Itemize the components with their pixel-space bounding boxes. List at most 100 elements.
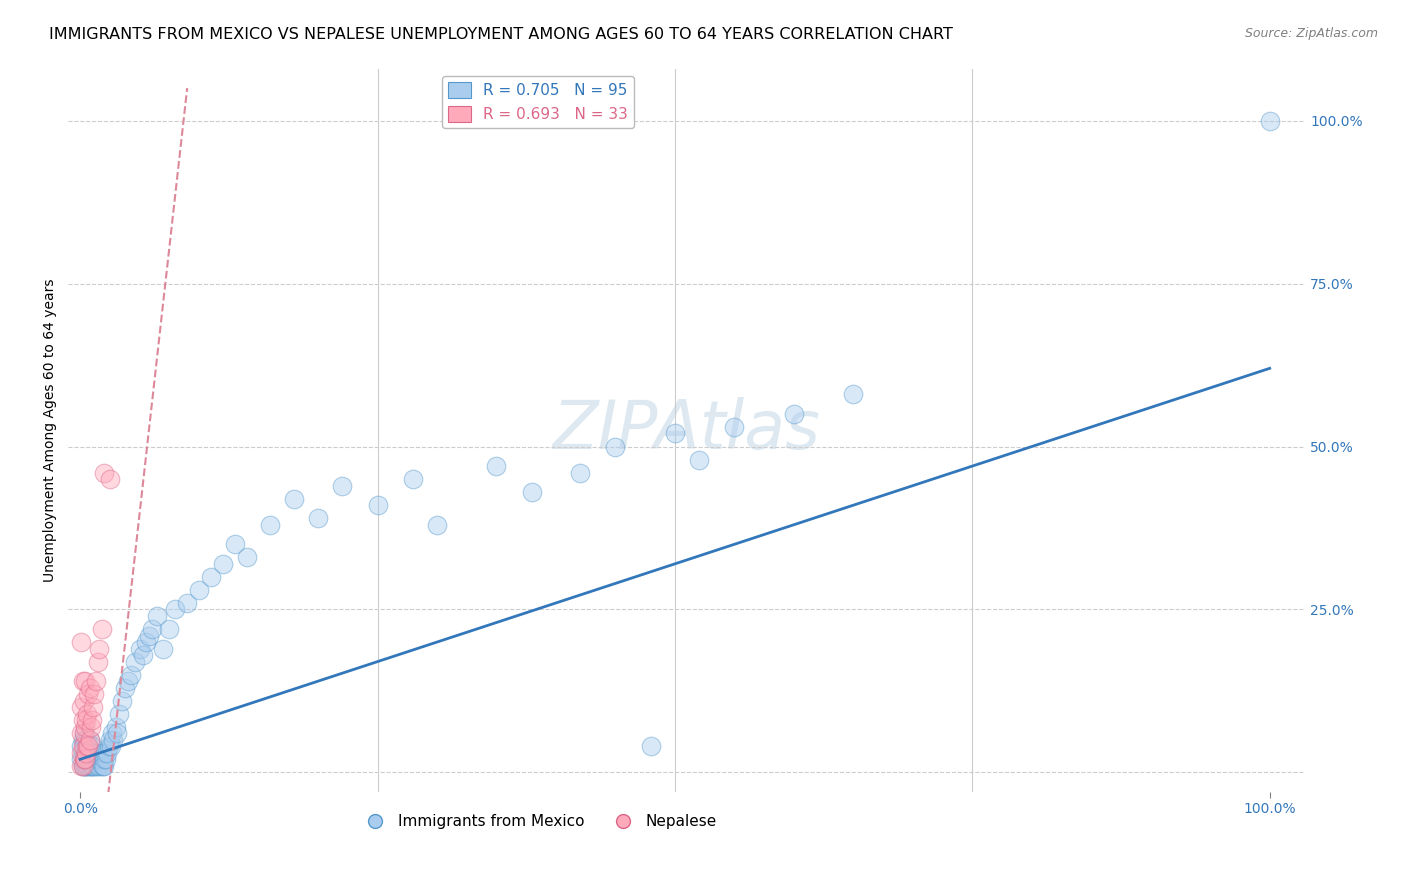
Point (80, 759, 103, 773)
Point (520, 485, 543, 500)
Point (141, 622, 163, 636)
Point (70, 746, 93, 760)
Point (73, 726, 96, 740)
Point (86, 752, 108, 766)
Point (105, 726, 128, 740)
Point (111, 694, 134, 708)
Point (94, 746, 117, 760)
Point (76, 706, 98, 721)
Point (117, 674, 139, 689)
Point (688, 452, 710, 467)
Point (82, 700, 104, 714)
Point (485, 459, 508, 474)
Point (89, 752, 111, 766)
Point (72, 759, 94, 773)
Point (87, 759, 110, 773)
Point (568, 466, 591, 480)
Point (640, 739, 662, 754)
Point (83, 687, 105, 701)
Point (76, 759, 98, 773)
Point (120, 667, 142, 681)
Point (176, 596, 198, 610)
Point (79, 732, 101, 747)
Point (79, 732, 101, 747)
Point (89, 752, 111, 766)
Point (224, 537, 246, 551)
Point (93, 759, 115, 773)
Point (76, 746, 98, 760)
Point (83, 759, 105, 773)
Point (723, 420, 745, 434)
Point (96, 752, 118, 766)
Point (80, 759, 103, 773)
Point (73, 732, 96, 747)
Point (80, 720, 103, 734)
Point (104, 720, 127, 734)
Point (77, 752, 100, 766)
Point (91, 759, 114, 773)
Point (73, 720, 96, 734)
Point (73, 752, 96, 766)
Point (101, 726, 124, 740)
Point (84, 759, 107, 773)
Point (90, 622, 112, 636)
Point (75, 739, 97, 754)
Point (165, 602, 187, 616)
Point (73, 759, 96, 773)
Point (307, 511, 329, 525)
Point (103, 732, 125, 747)
Point (605, 440, 627, 454)
Point (72, 732, 94, 747)
Text: IMMIGRANTS FROM MEXICO VS NEPALESE UNEMPLOYMENT AMONG AGES 60 TO 64 YEARS CORREL: IMMIGRANTS FROM MEXICO VS NEPALESE UNEMP… (49, 27, 953, 42)
Point (73, 726, 96, 740)
Point (135, 635, 157, 649)
Point (89, 759, 111, 773)
Point (72, 759, 94, 773)
Point (89, 641, 111, 656)
Point (98, 472, 121, 486)
Point (72, 674, 94, 689)
Point (402, 472, 425, 486)
Point (73, 694, 96, 708)
Point (73, 746, 96, 760)
Point (87, 746, 110, 760)
Point (82, 759, 104, 773)
Point (90, 759, 112, 773)
Point (72, 746, 94, 760)
Point (128, 641, 150, 656)
Point (426, 517, 449, 532)
Point (80, 739, 103, 754)
Point (114, 681, 136, 695)
Point (72, 739, 94, 754)
Point (1258, 113, 1281, 128)
Point (132, 648, 155, 662)
Point (70, 752, 93, 766)
Point (83, 746, 105, 760)
Point (75, 759, 97, 773)
Point (79, 746, 101, 760)
Point (90, 746, 112, 760)
Point (80, 746, 103, 760)
Point (75, 746, 97, 760)
Point (842, 387, 865, 401)
Point (84, 752, 107, 766)
Legend: Immigrants from Mexico, Nepalese: Immigrants from Mexico, Nepalese (354, 808, 723, 835)
Point (98, 732, 121, 747)
Point (73, 752, 96, 766)
Point (72, 713, 94, 727)
Point (100, 739, 122, 754)
Point (73, 759, 96, 773)
Point (70, 726, 93, 740)
Point (82, 752, 104, 766)
Point (664, 426, 686, 441)
Point (93, 752, 115, 766)
Point (76, 732, 98, 747)
Point (124, 655, 146, 669)
Point (212, 557, 235, 571)
Point (97, 739, 120, 754)
Point (80, 713, 103, 727)
Point (188, 582, 211, 597)
Point (73, 674, 96, 689)
Point (70, 635, 93, 649)
Point (108, 706, 131, 721)
